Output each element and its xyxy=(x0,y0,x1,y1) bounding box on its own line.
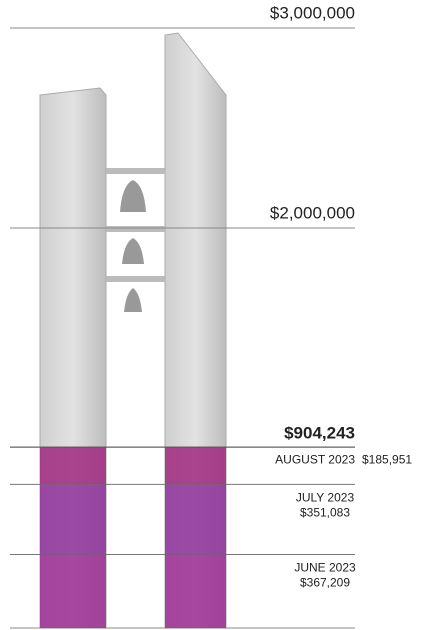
segment-name: JULY 2023 xyxy=(296,491,355,505)
segment-value: $351,083 xyxy=(300,506,350,520)
segment xyxy=(40,484,106,555)
segment-name: JUNE 2023 xyxy=(294,561,356,575)
segment xyxy=(165,447,226,485)
segment xyxy=(40,447,106,485)
segment xyxy=(165,484,226,555)
segment-value: $185,951 xyxy=(362,452,412,466)
segment xyxy=(165,554,226,628)
segment-name: AUGUST 2023 xyxy=(275,452,355,466)
segment xyxy=(40,554,106,628)
total-label: $904,243 xyxy=(284,424,355,443)
y-tick-label: $2,000,000 xyxy=(270,203,355,222)
segment-value: $367,209 xyxy=(300,576,350,590)
y-tick-label: $3,000,000 xyxy=(270,3,355,22)
